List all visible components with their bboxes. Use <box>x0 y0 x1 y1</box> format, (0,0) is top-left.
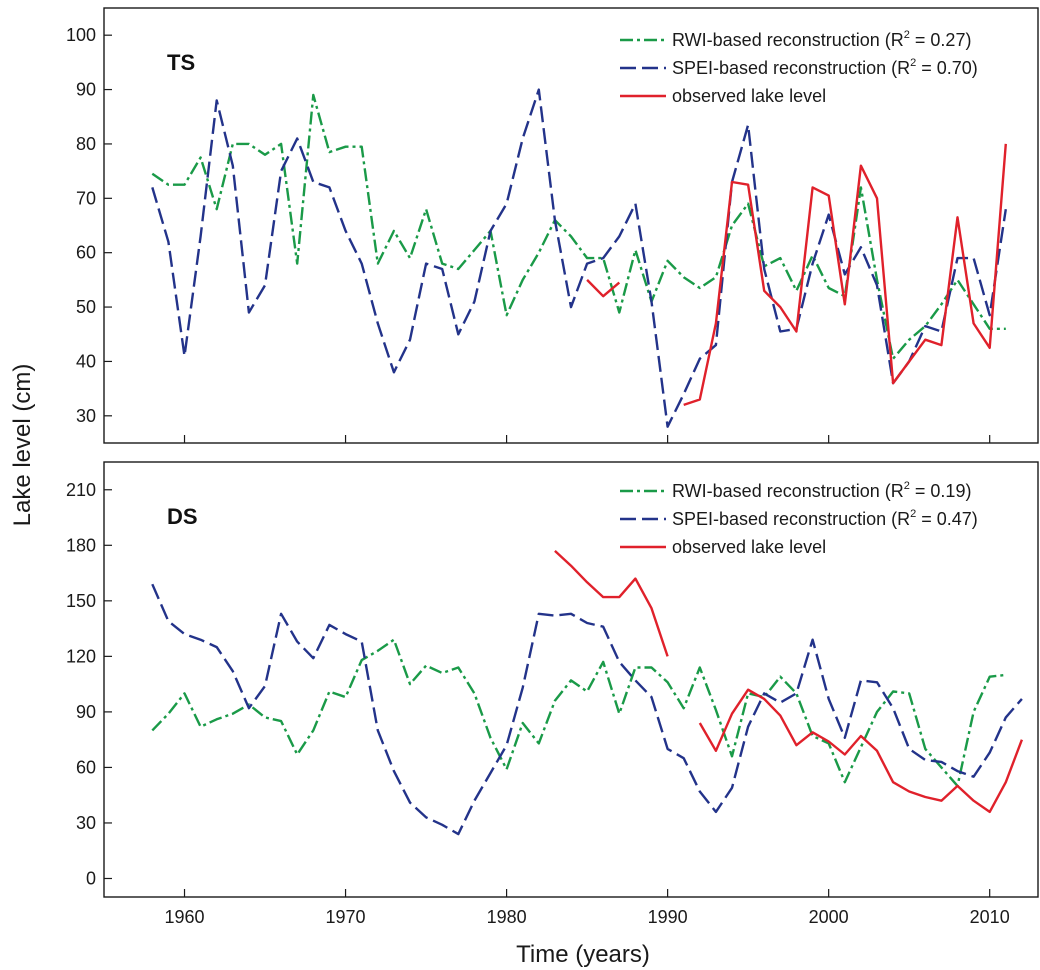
panel-ds: 0 30 60 90 120 150 180 210 1960 1970 1980 1990 2000 2… <box>66 461 1039 927</box>
panel-label-ds: DS <box>167 504 198 529</box>
series-line-observed-ds <box>554 550 669 657</box>
series-line-observed-ts <box>586 279 621 298</box>
y-tick-label-ds: 180 <box>66 535 96 555</box>
tick-group-ds: 0 30 60 90 120 150 180 210 1960 1970 1980 1990 2000 2… <box>66 480 1010 927</box>
series-group-ds <box>151 550 1024 836</box>
legend-label-rwi-ts: RWI-based reconstruction (R2 = 0.27) <box>672 29 971 50</box>
legend-label-spei-ts: SPEI-based reconstruction (R2 = 0.70) <box>672 57 978 78</box>
tick-group-ts: 30 40 50 60 70 80 90 100 <box>66 25 991 443</box>
y-tick-label-ds: 210 <box>66 480 96 500</box>
series-line-rwi-ts <box>151 93 1006 360</box>
series-group-ts <box>151 88 1007 428</box>
y-tick-label-ts: 30 <box>76 406 96 426</box>
series-line-observed-ts <box>683 143 1007 407</box>
legend-ts: RWI-based reconstruction (R2 = 0.27) SPE… <box>620 29 978 106</box>
series-line-observed-ds <box>698 688 1024 814</box>
y-tick-label-ds: 30 <box>76 813 96 833</box>
y-tick-label-ts: 40 <box>76 351 96 371</box>
panel-ts: 30 40 50 60 70 80 90 100 TS RWI-based reconstru… <box>66 7 1039 444</box>
plot-frame-ts <box>103 7 1039 444</box>
y-axis-title: Lake level (cm) <box>9 364 36 527</box>
y-tick-label-ds: 90 <box>76 702 96 722</box>
y-tick-label-ts: 80 <box>76 134 96 154</box>
panel-label-ts: TS <box>167 50 195 75</box>
series-line-spei-ts <box>151 88 1007 428</box>
x-tick-label: 1990 <box>648 907 688 927</box>
x-tick-label: 1970 <box>326 907 366 927</box>
y-tick-label-ds: 120 <box>66 646 96 666</box>
legend-ds: RWI-based reconstruction (R2 = 0.19) SPE… <box>620 480 978 557</box>
x-axis-title: Time (years) <box>516 941 650 968</box>
legend-label-spei-ds: SPEI-based reconstruction (R2 = 0.47) <box>672 508 978 529</box>
y-tick-label-ts: 100 <box>66 25 96 45</box>
x-tick-label: 2000 <box>809 907 849 927</box>
x-tick-label: 1980 <box>487 907 527 927</box>
x-tick-label: 1960 <box>164 907 204 927</box>
y-tick-label-ts: 90 <box>76 80 96 100</box>
plot-frame-ds <box>103 461 1039 898</box>
series-line-spei-ds <box>151 583 1023 836</box>
x-tick-label: 2010 <box>970 907 1010 927</box>
legend-label-observed-ts: observed lake level <box>672 86 826 106</box>
legend-label-observed-ds: observed lake level <box>672 537 826 557</box>
legend-label-rwi-ds: RWI-based reconstruction (R2 = 0.19) <box>672 480 971 501</box>
y-tick-label-ts: 50 <box>76 297 96 317</box>
y-tick-label-ds: 150 <box>66 591 96 611</box>
y-tick-label-ds: 60 <box>76 757 96 777</box>
y-tick-label-ds: 0 <box>86 868 96 888</box>
y-tick-label-ts: 70 <box>76 188 96 208</box>
y-tick-label-ts: 60 <box>76 243 96 263</box>
series-line-rwi-ds <box>151 638 1006 788</box>
